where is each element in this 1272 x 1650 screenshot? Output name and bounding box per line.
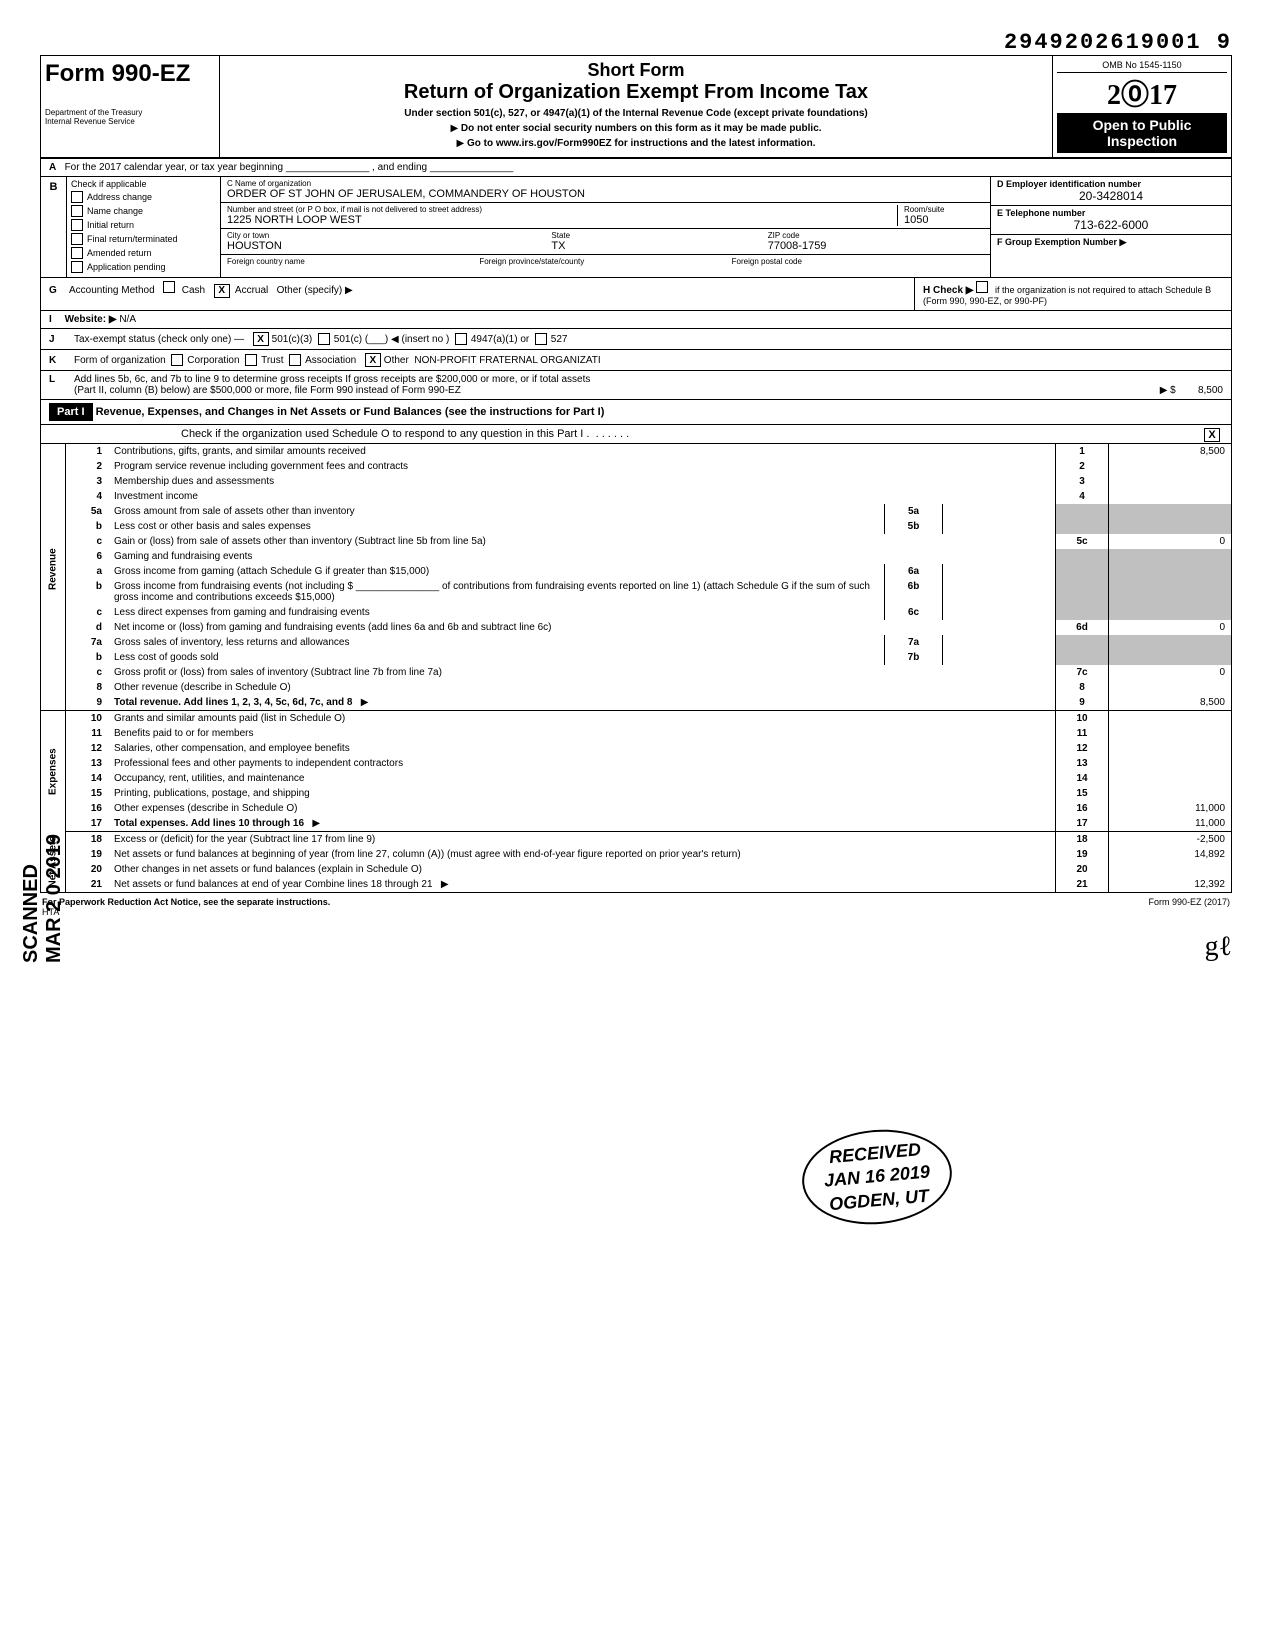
website-value: N/A <box>119 314 136 325</box>
corporation-checkbox[interactable] <box>171 354 183 366</box>
open-public-label: Open to Public Inspection <box>1057 113 1227 153</box>
short-form-label: Short Form <box>224 60 1048 81</box>
zip-label: ZIP code <box>768 231 984 240</box>
row-l: L Add lines 5b, 6c, and 7b to line 9 to … <box>40 371 1232 400</box>
part1-label: Part I <box>49 403 93 421</box>
omb-number: OMB No 1545-1150 <box>1057 60 1227 73</box>
cash-checkbox[interactable] <box>163 281 175 293</box>
room-label: Room/suite <box>904 205 984 214</box>
association-checkbox[interactable] <box>289 354 301 366</box>
f-label: F Group Exemption Number ▶ <box>997 237 1126 247</box>
form-ref: Form 990-EZ (2017) <box>1148 897 1230 917</box>
part1-title: Revenue, Expenses, and Changes in Net As… <box>96 406 605 418</box>
ein-value: 20-3428014 <box>997 189 1225 203</box>
subtitle-2: ▶ Do not enter social security numbers o… <box>224 123 1048 134</box>
gross-receipts-value: 8,500 <box>1198 385 1223 396</box>
501c-checkbox[interactable] <box>318 333 330 345</box>
row-k: K Form of organization Corporation Trust… <box>40 350 1232 371</box>
accrual-checkbox[interactable]: X <box>214 284 230 298</box>
check-if-applicable-label: Check if applicable <box>71 179 216 189</box>
state-label: State <box>551 231 767 240</box>
street-value: 1225 NORTH LOOP WEST <box>227 214 362 226</box>
row-g-i: G Accounting Method Cash X Accrual Other… <box>40 278 1232 329</box>
c-label: C Name of organization <box>227 179 984 188</box>
527-checkbox[interactable] <box>535 333 547 345</box>
form-number: Form 990-EZ <box>45 60 215 88</box>
check-initial-return[interactable]: Initial return <box>71 219 216 231</box>
room-value: 1050 <box>904 214 928 226</box>
row-a: A For the 2017 calendar year, or tax yea… <box>40 159 1232 177</box>
revenue-side-label: Revenue <box>41 444 66 695</box>
city-value: HOUSTON <box>227 240 282 252</box>
b-letter: B <box>41 177 67 277</box>
h-checkbox[interactable] <box>976 281 988 293</box>
signature: gℓ <box>40 931 1232 963</box>
other-org-value: NON-PROFIT FRATERNAL ORGANIZATI <box>414 355 600 366</box>
trust-checkbox[interactable] <box>245 354 257 366</box>
doc-tracking-number: 2949202619001 9 <box>40 30 1232 55</box>
paperwork-notice: For Paperwork Reduction Act Notice, see … <box>42 897 330 907</box>
foreign-country-label: Foreign country name <box>227 257 479 266</box>
subtitle-1: Under section 501(c), 527, or 4947(a)(1)… <box>224 108 1048 119</box>
zip-value: 77008-1759 <box>768 240 827 252</box>
section-b: B Check if applicable Address change Nam… <box>40 177 1232 278</box>
phone-value: 713-622-6000 <box>997 218 1225 232</box>
e-label: E Telephone number <box>997 208 1085 218</box>
expenses-side-label: Expenses <box>41 711 66 832</box>
city-label: City or town <box>227 231 551 240</box>
state-value: TX <box>551 240 565 252</box>
row-j: J Tax-exempt status (check only one) — X… <box>40 329 1232 350</box>
scanned-stamp: SCANNED MAR 2 0 2019 <box>20 830 66 963</box>
d-label: D Employer identification number <box>997 179 1141 189</box>
foreign-postal-label: Foreign postal code <box>732 257 984 266</box>
other-org-checkbox[interactable]: X <box>365 353 381 367</box>
tax-year: 2⓪17 <box>1057 73 1227 113</box>
part1-header-row: Part I Revenue, Expenses, and Changes in… <box>40 400 1232 444</box>
schedule-o-checkbox[interactable]: X <box>1204 428 1220 442</box>
street-label: Number and street (or P O box, if mail i… <box>227 205 897 214</box>
department-label: Department of the Treasury Internal Reve… <box>45 108 215 126</box>
check-application-pending[interactable]: Application pending <box>71 261 216 273</box>
check-address-change[interactable]: Address change <box>71 191 216 203</box>
footer: For Paperwork Reduction Act Notice, see … <box>40 893 1232 921</box>
part1-check-text: Check if the organization used Schedule … <box>181 428 589 440</box>
form-header: Form 990-EZ Department of the Treasury I… <box>40 55 1232 159</box>
revenue-table: Revenue 1Contributions, gifts, grants, a… <box>41 444 1231 892</box>
check-name-change[interactable]: Name change <box>71 205 216 217</box>
received-stamp: RECEIVED JAN 16 2019 OGDEN, UT <box>798 1124 956 1231</box>
org-name-value: ORDER OF ST JOHN OF JERUSALEM, COMMANDER… <box>227 188 585 200</box>
check-amended-return[interactable]: Amended return <box>71 247 216 259</box>
foreign-province-label: Foreign province/state/county <box>479 257 731 266</box>
subtitle-3: ▶ Go to www.irs.gov/Form990EZ for instru… <box>224 138 1048 149</box>
check-final-return[interactable]: Final return/terminated <box>71 233 216 245</box>
4947-checkbox[interactable] <box>455 333 467 345</box>
501c3-checkbox[interactable]: X <box>253 332 269 346</box>
form-title: Return of Organization Exempt From Incom… <box>224 81 1048 104</box>
